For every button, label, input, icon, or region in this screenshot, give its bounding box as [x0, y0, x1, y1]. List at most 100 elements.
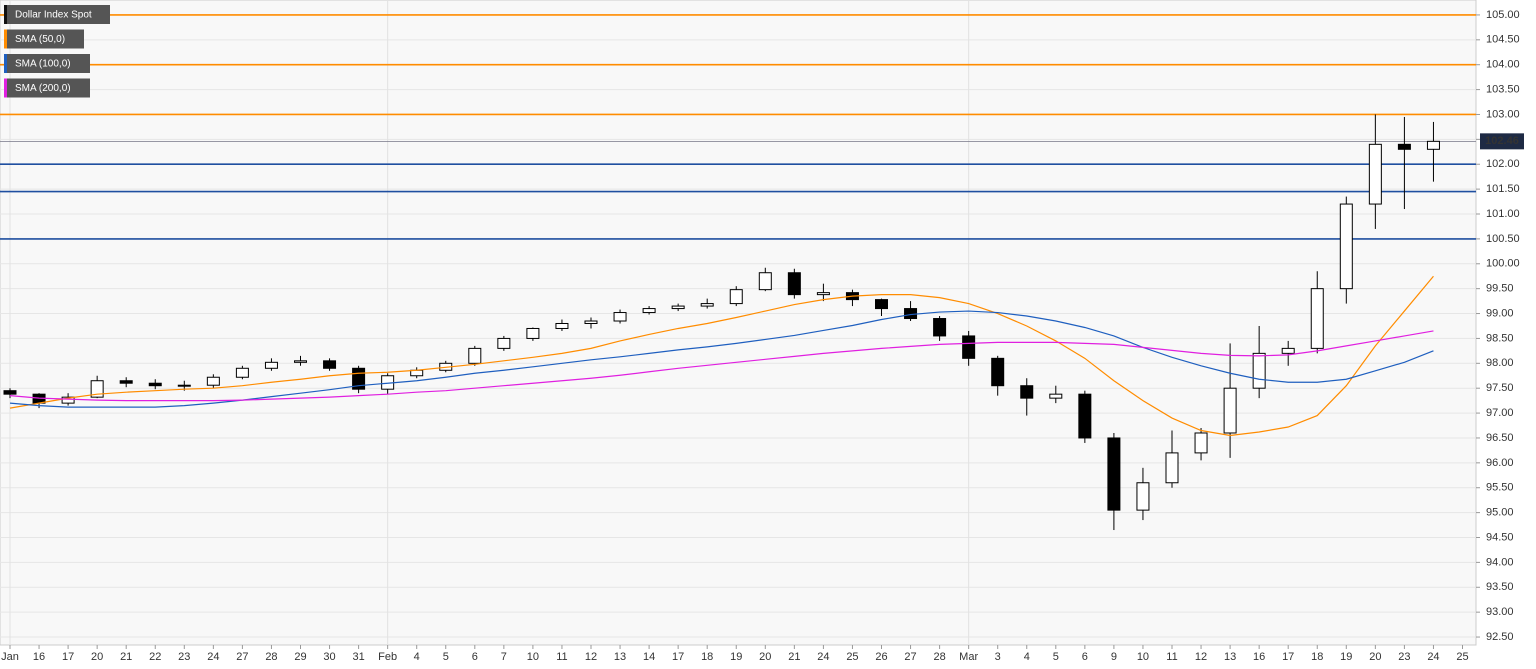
x-tick-label: 6 [472, 651, 478, 663]
y-tick-label: 99.50 [1486, 283, 1514, 295]
x-tick-label: 12 [585, 651, 597, 663]
x-tick-label: 17 [672, 651, 684, 663]
candle-body [758, 272, 772, 291]
candle-body [61, 396, 75, 404]
legend-box [4, 29, 84, 49]
x-tick-label: 29 [294, 651, 306, 663]
x-tick-label: 17 [1282, 651, 1294, 663]
candle-body [1281, 347, 1295, 354]
x-tick-label: 3 [995, 651, 1001, 663]
x-tick-label: 18 [1311, 651, 1323, 663]
y-tick-label: 96.00 [1486, 457, 1514, 469]
candle-body [1339, 203, 1353, 290]
y-tick-label: 104.00 [1486, 59, 1520, 71]
price-tag-label: 102.46 [1485, 135, 1519, 147]
candle-body [1252, 352, 1266, 389]
x-tick-label: 21 [788, 651, 800, 663]
candle-body [323, 360, 337, 369]
candle-body [526, 327, 540, 339]
x-tick-label: Mar [959, 651, 978, 663]
x-tick-label: 16 [33, 651, 45, 663]
candle-body [555, 322, 569, 329]
candle-body [671, 305, 685, 310]
y-tick-label: 102.00 [1486, 158, 1520, 170]
candle-body [148, 382, 162, 387]
legend-label: SMA (200,0) [15, 83, 71, 94]
candle-body [933, 318, 947, 337]
y-tick-label: 98.50 [1486, 332, 1514, 344]
candle-body [294, 360, 307, 363]
candle-body [1426, 140, 1440, 150]
y-tick-label: 93.50 [1486, 581, 1514, 593]
y-tick-label: 105.00 [1486, 9, 1520, 21]
candle-body [206, 376, 220, 386]
x-tick-label: 27 [904, 651, 916, 663]
x-tick-label: 10 [527, 651, 539, 663]
candle-body [3, 390, 17, 395]
x-tick-label: 5 [1053, 651, 1059, 663]
candle-body [700, 303, 714, 307]
legend-box [4, 5, 110, 24]
sma-line [9, 330, 1434, 402]
candle-body [613, 312, 627, 322]
legend-box [4, 78, 90, 98]
x-tick-label: Jan [1, 651, 19, 663]
x-tick-label: 22 [149, 651, 161, 663]
legend-swatch [4, 29, 7, 49]
x-tick-label: 31 [352, 651, 364, 663]
x-tick-label: 6 [1082, 651, 1088, 663]
candle-body [264, 361, 278, 369]
candle-body [642, 308, 656, 314]
candle-body [1049, 393, 1063, 399]
x-tick-label: 13 [614, 651, 626, 663]
candle-body [1020, 385, 1034, 399]
x-tick-label: 27 [236, 651, 248, 663]
x-tick-label: 12 [1195, 651, 1207, 663]
legend-label: SMA (50,0) [15, 34, 65, 45]
x-tick-label: 28 [933, 651, 945, 663]
candle-body [1078, 393, 1092, 439]
x-tick-label: 24 [817, 651, 829, 663]
x-tick-label: 10 [1137, 651, 1149, 663]
candle-body [1310, 288, 1324, 349]
y-tick-label: 103.00 [1486, 108, 1520, 120]
x-tick-label: Feb [378, 651, 397, 663]
price-tag [1480, 133, 1524, 150]
y-tick-label: 95.00 [1486, 507, 1514, 519]
candle-body [235, 367, 249, 378]
legend-box [4, 54, 90, 73]
y-tick-label: 104.50 [1486, 34, 1520, 46]
legend-swatch [4, 5, 7, 24]
candle-body [1165, 452, 1179, 484]
legend-swatch [4, 54, 7, 73]
candle-body [816, 292, 830, 296]
y-tick-label: 100.00 [1486, 258, 1520, 270]
legend-label: SMA (100,0) [15, 59, 71, 70]
candle-body [1107, 437, 1121, 511]
candle-body [1194, 432, 1208, 454]
x-tick-label: 18 [701, 651, 713, 663]
x-tick-label: 23 [178, 651, 190, 663]
y-tick-label: 101.00 [1486, 208, 1520, 220]
candle-body [119, 380, 133, 384]
x-tick-label: 20 [1369, 651, 1381, 663]
x-tick-label: 23 [1398, 651, 1410, 663]
y-tick-label: 96.50 [1486, 432, 1514, 444]
y-tick-label: 101.50 [1486, 183, 1520, 195]
x-tick-label: 19 [730, 651, 742, 663]
x-tick-label: 7 [501, 651, 507, 663]
candle-body [1397, 143, 1411, 150]
candle-body [875, 299, 888, 310]
x-tick-label: 4 [1024, 651, 1030, 663]
candle-body [991, 357, 1005, 387]
x-tick-label: 21 [120, 651, 132, 663]
x-tick-label: 16 [1253, 651, 1265, 663]
x-tick-label: 20 [759, 651, 771, 663]
x-tick-label: 11 [1166, 651, 1177, 663]
candle-body [1223, 387, 1237, 434]
candle-body [787, 272, 801, 296]
candle-body [90, 380, 104, 398]
y-tick-label: 99.00 [1486, 307, 1514, 319]
y-tick-label: 92.50 [1486, 631, 1514, 643]
